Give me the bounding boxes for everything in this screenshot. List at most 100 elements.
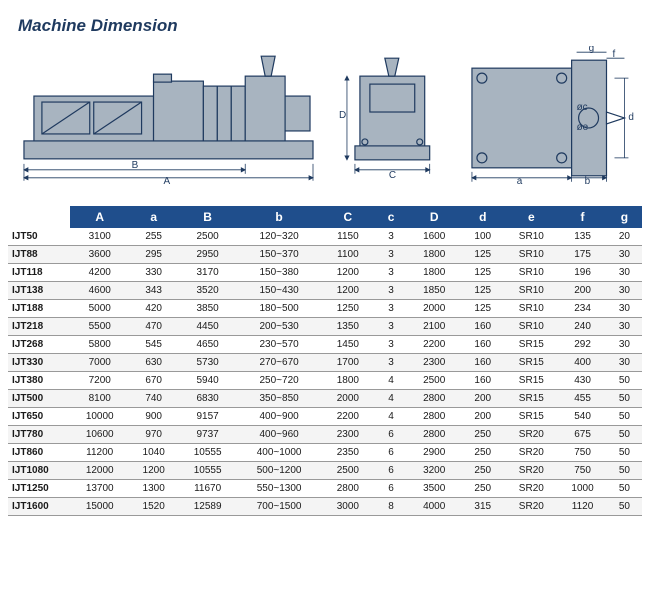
table-cell: 200 <box>558 282 607 300</box>
table-cell: 240 <box>558 318 607 336</box>
table-cell: 13700 <box>70 480 129 498</box>
table-cell: 3 <box>375 228 407 246</box>
table-cell: 50 <box>607 390 642 408</box>
table-cell: 2800 <box>407 390 461 408</box>
col-header: D <box>407 206 461 228</box>
table-cell: 10555 <box>178 462 237 480</box>
table-cell: 255 <box>129 228 178 246</box>
table-cell: 3000 <box>321 498 375 516</box>
dim-label-a: a <box>516 176 522 186</box>
table-cell: 550~1300 <box>237 480 321 498</box>
svg-text:øc: øc <box>576 102 587 113</box>
table-cell: 420 <box>129 300 178 318</box>
dimension-table: AaBbCcDdefg IJT5031002552500120~32011503… <box>8 206 642 516</box>
table-cell: 8100 <box>70 390 129 408</box>
table-cell: IJT138 <box>8 282 70 300</box>
table-cell: 135 <box>558 228 607 246</box>
table-cell: 750 <box>558 462 607 480</box>
table-cell: 315 <box>461 498 504 516</box>
col-header: C <box>321 206 375 228</box>
table-cell: 10555 <box>178 444 237 462</box>
dim-label-A: A <box>164 176 171 186</box>
table-row: IJT5031002552500120~320115031600100SR101… <box>8 228 642 246</box>
table-cell: 30 <box>607 282 642 300</box>
table-cell: 1000 <box>558 480 607 498</box>
table-row: IJT50081007406830350~850200042800200SR15… <box>8 390 642 408</box>
table-row: IJT26858005454650230~570145032200160SR15… <box>8 336 642 354</box>
table-row: IJT160015000152012589700~150030008400031… <box>8 498 642 516</box>
table-cell: 3200 <box>407 462 461 480</box>
table-cell: 5500 <box>70 318 129 336</box>
table-cell: SR20 <box>504 426 558 444</box>
dim-label-b: b <box>584 176 590 186</box>
table-cell: 2300 <box>407 354 461 372</box>
table-cell: 470 <box>129 318 178 336</box>
table-cell: 2350 <box>321 444 375 462</box>
table-cell: SR15 <box>504 372 558 390</box>
page-title: Machine Dimension <box>18 16 642 36</box>
table-cell: 1850 <box>407 282 461 300</box>
table-cell: SR15 <box>504 354 558 372</box>
table-cell: IJT50 <box>8 228 70 246</box>
table-cell: 125 <box>461 264 504 282</box>
table-cell: 295 <box>129 246 178 264</box>
table-cell: 292 <box>558 336 607 354</box>
table-cell: 3600 <box>70 246 129 264</box>
table-cell: 120~320 <box>237 228 321 246</box>
table-cell: 12589 <box>178 498 237 516</box>
table-cell: 4 <box>375 390 407 408</box>
table-cell: 196 <box>558 264 607 282</box>
table-cell: 50 <box>607 480 642 498</box>
table-cell: 1520 <box>129 498 178 516</box>
table-cell: 50 <box>607 444 642 462</box>
table-cell: SR10 <box>504 318 558 336</box>
table-cell: 1100 <box>321 246 375 264</box>
table-cell: 50 <box>607 498 642 516</box>
table-cell: 150~380 <box>237 264 321 282</box>
table-cell: 2800 <box>407 408 461 426</box>
table-cell: IJT188 <box>8 300 70 318</box>
table-cell: 1200 <box>129 462 178 480</box>
table-cell: 3170 <box>178 264 237 282</box>
table-cell: IJT88 <box>8 246 70 264</box>
table-cell: IJT1250 <box>8 480 70 498</box>
table-cell: 1350 <box>321 318 375 336</box>
table-cell: 6 <box>375 444 407 462</box>
table-cell: 15000 <box>70 498 129 516</box>
table-cell: 2900 <box>407 444 461 462</box>
table-row: IJT8836002952950150~370110031800125SR101… <box>8 246 642 264</box>
col-header: f <box>558 206 607 228</box>
table-cell: 125 <box>461 300 504 318</box>
table-cell: 2500 <box>407 372 461 390</box>
table-row: IJT11842003303170150~380120031800125SR10… <box>8 264 642 282</box>
table-cell: 250 <box>461 462 504 480</box>
table-cell: 330 <box>129 264 178 282</box>
col-header: B <box>178 206 237 228</box>
table-cell: 3100 <box>70 228 129 246</box>
col-header: d <box>461 206 504 228</box>
table-row: IJT13846003433520150~430120031850125SR10… <box>8 282 642 300</box>
table-cell: SR20 <box>504 462 558 480</box>
table-cell: SR20 <box>504 480 558 498</box>
machine-side-view: B A <box>14 46 323 186</box>
table-cell: 8 <box>375 498 407 516</box>
table-cell: 900 <box>129 408 178 426</box>
table-cell: SR15 <box>504 336 558 354</box>
table-row: IJT33070006305730270~670170032300160SR15… <box>8 354 642 372</box>
col-header: c <box>375 206 407 228</box>
table-cell: 6 <box>375 462 407 480</box>
table-cell: 1200 <box>321 282 375 300</box>
table-cell: 160 <box>461 318 504 336</box>
col-header: g <box>607 206 642 228</box>
table-cell: 5000 <box>70 300 129 318</box>
table-cell: 150~370 <box>237 246 321 264</box>
table-cell: 2300 <box>321 426 375 444</box>
table-cell: 400 <box>558 354 607 372</box>
dim-label-D: D <box>339 110 346 121</box>
table-cell: 700~1500 <box>237 498 321 516</box>
table-cell: 400~1000 <box>237 444 321 462</box>
table-cell: 5940 <box>178 372 237 390</box>
table-cell: 4 <box>375 372 407 390</box>
table-cell: 500~1200 <box>237 462 321 480</box>
table-cell: 2800 <box>407 426 461 444</box>
